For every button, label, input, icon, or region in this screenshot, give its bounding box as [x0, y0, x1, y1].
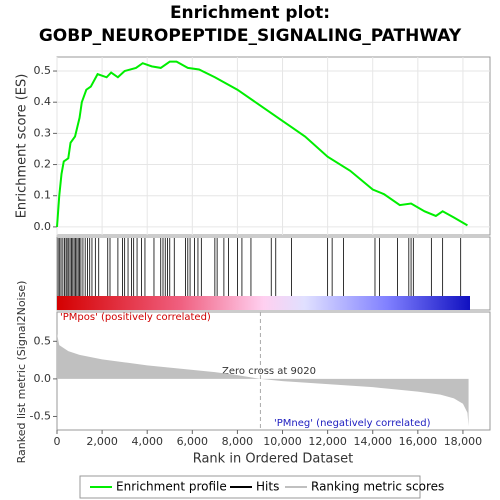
es-line — [56, 60, 468, 227]
color-strip — [57, 296, 470, 310]
chart-subtitle: GOBP_NEUROPEPTIDE_SIGNALING_PATHWAY — [39, 26, 462, 46]
y-tick-label: 0.0 — [34, 220, 52, 233]
metric-area — [57, 333, 469, 427]
legend-label: Ranking metric scores — [311, 480, 444, 494]
y-axis-label: Ranked list metric (Signal2Noise) — [15, 281, 28, 464]
y-tick-label: 0.5 — [34, 64, 52, 77]
pos-annotation: 'PMpos' (positively correlated) — [60, 312, 211, 323]
y-tick-label: 0.0 — [34, 372, 52, 385]
x-tick-label: 12,000 — [308, 435, 347, 448]
y-axis-label: Enrichment score (ES) — [15, 74, 30, 219]
y-tick-label: -0.5 — [30, 409, 51, 422]
x-tick-label: 8,000 — [222, 435, 254, 448]
es-panel — [56, 56, 491, 236]
x-tick-label: 2,000 — [86, 435, 118, 448]
y-tick-label: 0.4 — [34, 95, 52, 108]
y-tick-label: 0.3 — [34, 126, 52, 139]
y-tick-label: 0.2 — [34, 158, 52, 171]
zero-annotation: Zero cross at 9020 — [222, 366, 316, 377]
x-axis-label: Rank in Ordered Dataset — [193, 452, 354, 467]
x-tick-label: 0 — [54, 435, 61, 448]
x-tick-label: 4,000 — [131, 435, 163, 448]
x-tick-label: 14,000 — [353, 435, 392, 448]
legend-label: Hits — [256, 480, 279, 494]
neg-annotation: 'PMneg' (negatively correlated) — [274, 418, 431, 429]
y-tick-label: 0.5 — [34, 334, 52, 347]
y-tick-label: 0.1 — [34, 189, 52, 202]
x-tick-label: 16,000 — [399, 435, 438, 448]
x-tick-label: 6,000 — [177, 435, 209, 448]
chart-title: Enrichment plot: — [170, 3, 330, 23]
x-tick-label: 18,000 — [444, 435, 483, 448]
x-tick-label: 10,000 — [263, 435, 302, 448]
legend-label: Enrichment profile — [116, 480, 227, 494]
